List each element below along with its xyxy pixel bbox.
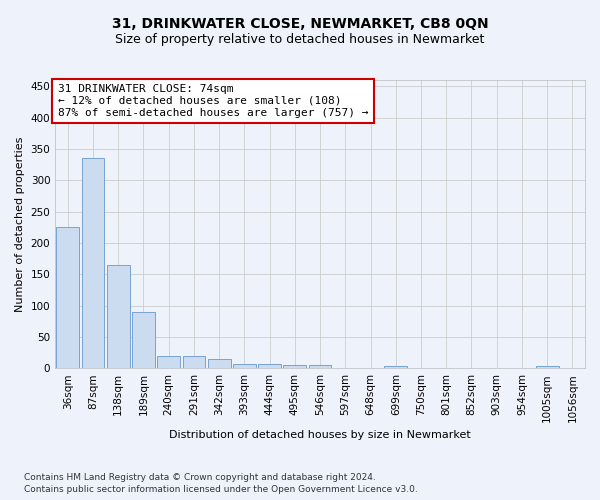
- Bar: [56, 227, 79, 368]
- Bar: [536, 366, 559, 368]
- Bar: [309, 365, 331, 368]
- Text: Size of property relative to detached houses in Newmarket: Size of property relative to detached ho…: [115, 32, 485, 46]
- Bar: [132, 312, 155, 368]
- Text: Contains HM Land Registry data © Crown copyright and database right 2024.: Contains HM Land Registry data © Crown c…: [24, 472, 376, 482]
- Bar: [82, 158, 104, 368]
- Bar: [182, 356, 205, 368]
- Bar: [283, 365, 306, 368]
- Bar: [258, 364, 281, 368]
- Bar: [385, 366, 407, 368]
- Text: 31 DRINKWATER CLOSE: 74sqm
← 12% of detached houses are smaller (108)
87% of sem: 31 DRINKWATER CLOSE: 74sqm ← 12% of deta…: [58, 84, 368, 117]
- Text: Contains public sector information licensed under the Open Government Licence v3: Contains public sector information licen…: [24, 485, 418, 494]
- Bar: [107, 265, 130, 368]
- Text: 31, DRINKWATER CLOSE, NEWMARKET, CB8 0QN: 31, DRINKWATER CLOSE, NEWMARKET, CB8 0QN: [112, 18, 488, 32]
- Bar: [208, 360, 230, 368]
- Bar: [157, 356, 180, 368]
- Y-axis label: Number of detached properties: Number of detached properties: [15, 136, 25, 312]
- X-axis label: Distribution of detached houses by size in Newmarket: Distribution of detached houses by size …: [169, 430, 471, 440]
- Bar: [233, 364, 256, 368]
